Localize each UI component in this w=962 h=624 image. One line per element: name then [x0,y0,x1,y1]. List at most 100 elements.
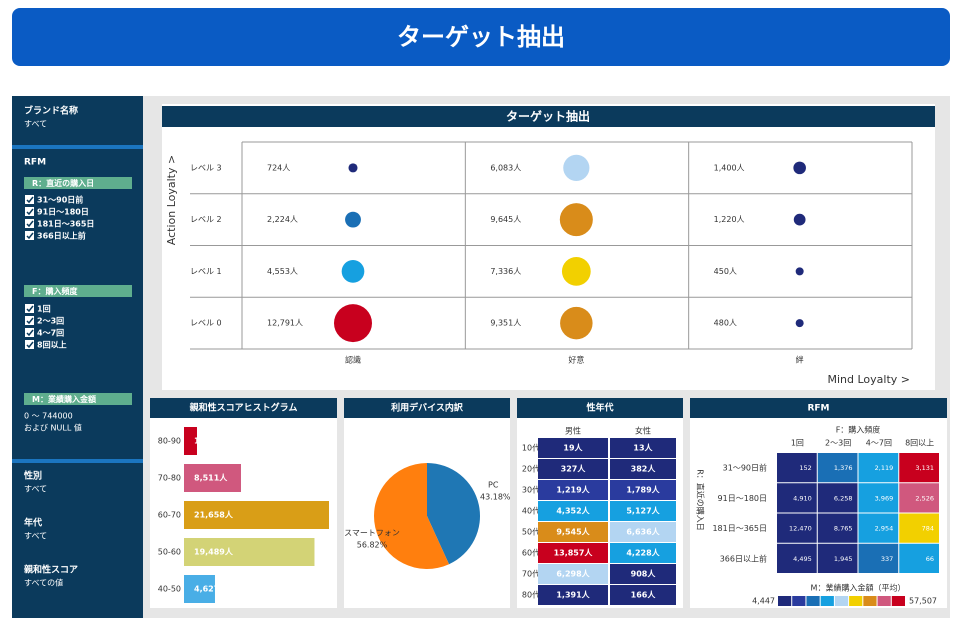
cell-label: 327人 [561,464,587,474]
legend-swatch [806,596,820,606]
checkbox [25,219,34,228]
legend-swatch [891,596,905,606]
panel-title-bar [162,106,935,127]
heat-cell [610,585,676,605]
bar [184,464,241,492]
divider [12,459,143,463]
cell-label: 2,954 [875,525,894,533]
filter-value: および NULL 値 [24,423,82,433]
cell-label: 784 [922,525,934,533]
heat-cell [538,564,608,584]
panel-title-bar [690,398,947,418]
filter-chip-label: M：業績購入金額 [32,394,96,404]
checkbox-label: 91日～180日 [37,208,89,217]
heat-cell [538,480,608,500]
row-label: 80代 [522,590,540,600]
heat-cell [610,438,676,458]
row-label: 10代 [522,443,540,453]
column-label: 認識 [345,355,361,365]
count-label: 450人 [714,267,737,276]
cell-label: 152 [799,464,811,472]
count-label: 6,083人 [490,163,521,172]
cell-label: 8,765 [834,525,853,533]
checkbox-label: 366日以上前 [37,231,86,241]
legend-min: 4,447 [752,597,775,606]
column-header: 4～7回 [866,439,892,448]
checkbox [25,195,34,204]
checkbox [25,316,34,325]
data-label: 19,489人 [194,547,234,557]
row-label: 366日以上前 [720,553,767,563]
row-label: レベル 0 [190,319,222,328]
filter-label: 性別 [24,470,42,482]
bar [184,501,329,529]
panel-title: RFM [807,404,829,414]
panel-title: 親和性スコアヒストグラム [190,402,298,414]
bar [184,575,215,603]
checkbox [25,304,34,313]
panel-title: 性年代 [586,402,613,414]
count-label: 9,645人 [490,215,521,224]
checkbox [25,328,34,337]
column-header: 男性 [565,426,581,436]
panel-title-bar [344,398,510,418]
cell-label: 4,228人 [626,548,660,558]
filter-chip [24,285,132,297]
row-label: 60代 [522,548,540,558]
cell-label: 3,969 [875,494,894,502]
axis-title: F：購入頻度 [836,425,881,435]
legend-swatch [877,596,891,606]
heat-cell [538,543,608,563]
category-label: 70-80 [158,474,181,483]
count-label: 724人 [267,163,290,172]
data-label: 4,627人 [194,584,228,594]
check-icon [26,317,34,325]
heat-cell [777,453,817,483]
heat-cell [899,453,939,483]
filter-label: ブランド名称 [24,105,78,117]
filter-value: すべて [24,120,47,129]
heat-cell [817,543,858,573]
legend-swatch [778,596,792,606]
heat-cell [899,483,939,513]
count-label: 1,400人 [714,163,745,172]
cell-label: 1,945 [834,555,853,563]
axis-title: Mind Loyalty > [827,373,910,386]
header-bar [12,8,950,66]
heat-cell [538,522,608,542]
heat-cell [858,453,899,483]
filter-value: 0 ～ 744000 [24,412,73,421]
heat-cell [538,438,608,458]
checkbox [25,231,34,240]
category-label: 40-50 [158,585,181,594]
heat-cell [777,483,817,513]
column-label: 好意 [568,355,584,365]
row-label: 20代 [522,464,540,474]
bubble [345,211,361,228]
panel-title: ターゲット抽出 [506,109,590,124]
panel-title-bar [517,398,683,418]
legend-max: 57,507 [909,597,937,606]
heat-cell [538,459,608,479]
data-label: 1,940人 [194,436,228,446]
cell-label: 13人 [633,443,653,453]
slice-value: 43.18% [480,493,511,502]
bubble [793,161,806,175]
count-label: 9,351人 [490,319,521,328]
row-label: 31～90日前 [723,463,767,473]
cell-label: 4,495 [793,555,812,563]
bubble [333,304,373,343]
filter-chip-label: R：直近の購入日 [32,178,94,188]
category-label: 60-70 [158,511,181,520]
cell-label: 6,636人 [626,527,660,537]
cell-label: 3,131 [915,464,934,472]
heat-cell [858,483,899,513]
row-label: 91日～180日 [718,494,767,503]
cell-label: 12,470 [789,525,812,533]
category-label: 50-60 [158,548,181,557]
slice-label: スマートフォン [344,529,400,538]
checkbox-label: 4～7回 [37,329,64,338]
heat-cell [858,513,899,543]
row-label: 70代 [522,569,540,579]
